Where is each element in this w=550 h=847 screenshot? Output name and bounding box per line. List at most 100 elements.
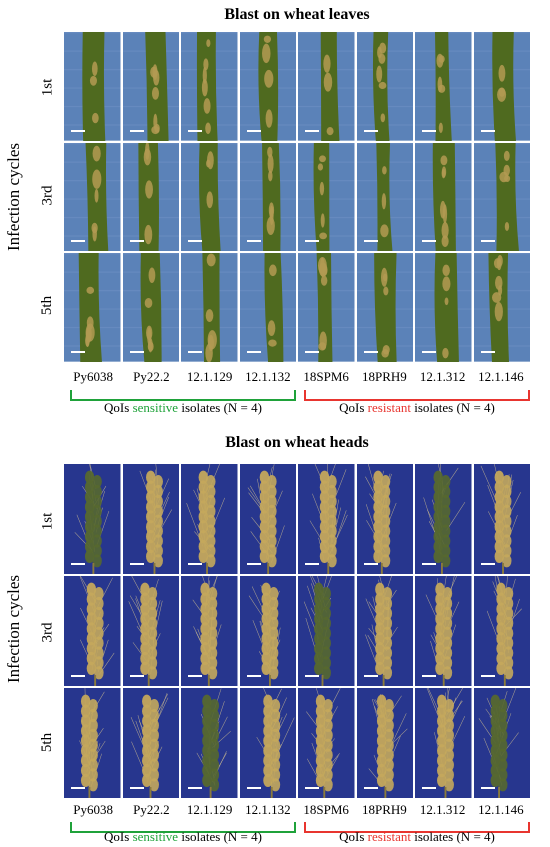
isolate-label: 12.1.146 xyxy=(478,369,524,384)
heads-row-label-2: 3rd xyxy=(39,622,56,642)
heads-resistant-bracket xyxy=(304,822,530,833)
scale-bar xyxy=(188,675,202,677)
heads-panel-title: Blast on wheat heads xyxy=(225,434,369,451)
heads-axis-label-text: Infection cycles xyxy=(4,574,23,684)
scale-bar xyxy=(246,240,261,243)
heads-axis-label: Infection cycles xyxy=(2,466,26,792)
scale-bar xyxy=(422,129,436,132)
leaf-photo xyxy=(473,32,530,141)
leaves-row-label-3: 5th xyxy=(39,295,56,315)
scale-bar xyxy=(422,675,436,677)
scale-bar xyxy=(188,350,202,353)
head-photo xyxy=(181,688,238,798)
heads-photo-grid xyxy=(64,464,530,798)
scale-bar xyxy=(129,675,144,677)
scale-bar xyxy=(246,563,261,565)
scale-bar xyxy=(305,350,319,353)
head-photo xyxy=(181,464,238,574)
isolate-label: 18PRH9 xyxy=(361,369,407,384)
isolate-label: 18PRH9 xyxy=(361,802,407,817)
scale-bar xyxy=(71,563,85,565)
scale-bar xyxy=(188,240,202,243)
leaf-photo xyxy=(473,142,530,252)
leaf-photo xyxy=(122,142,179,252)
head-photo xyxy=(415,464,472,574)
scale-bar xyxy=(188,563,202,565)
scale-bar xyxy=(422,787,436,789)
scale-bar xyxy=(480,787,495,789)
heads-row-label-3: 5th xyxy=(39,732,56,752)
isolate-label: 18SPM6 xyxy=(303,369,349,384)
scale-bar xyxy=(129,563,144,565)
leaf-photo xyxy=(64,32,121,141)
scale-bar xyxy=(480,240,495,243)
leaves-sensitive-group-label: QoIs sensitive isolates (N = 4) xyxy=(104,400,262,415)
scale-bar xyxy=(363,787,378,789)
head-photo xyxy=(64,464,121,574)
leaf-photo xyxy=(181,32,238,141)
head-photo xyxy=(415,576,472,686)
scale-bar xyxy=(422,350,436,353)
heads-sensitive-bracket xyxy=(70,822,296,833)
head-photo xyxy=(298,576,355,686)
scale-bar xyxy=(71,129,85,132)
scale-bar xyxy=(246,787,261,789)
leaf-photo xyxy=(298,142,355,252)
head-photo xyxy=(64,688,121,798)
heads-row-label-1: 1st xyxy=(39,512,56,530)
heads-sensitive-group-label: QoIs sensitive isolates (N = 4) xyxy=(104,829,262,844)
leaves-row-label-1: 1st xyxy=(39,78,56,96)
scale-bar xyxy=(480,675,495,677)
scale-bar xyxy=(480,563,495,565)
scale-bar xyxy=(71,787,85,789)
scale-bar xyxy=(71,350,85,353)
head-photo xyxy=(239,688,296,798)
leaf-photo xyxy=(181,253,238,362)
scale-bar xyxy=(422,563,436,565)
scale-bar xyxy=(246,350,261,353)
scale-bar xyxy=(305,240,319,243)
leaf-photo xyxy=(64,253,121,362)
leaves-panel-title: Blast on wheat leaves xyxy=(224,6,370,23)
scale-bar xyxy=(480,129,495,132)
head-photo xyxy=(298,464,355,574)
leaf-photo xyxy=(356,142,413,252)
head-photo xyxy=(356,464,413,574)
isolate-label: 12.1.132 xyxy=(245,802,291,817)
isolate-label: Py6038 xyxy=(73,802,113,817)
leaf-photo xyxy=(239,142,296,252)
leaf-photo xyxy=(415,32,472,141)
leaf-photo xyxy=(64,142,121,252)
isolate-label: Py6038 xyxy=(73,369,113,384)
scale-bar xyxy=(363,350,378,353)
isolate-label: 12.1.312 xyxy=(419,369,466,384)
head-photo xyxy=(122,464,179,574)
leaves-isolate-labels: Py6038 Py22.2 12.1.129 12.1.132 18SPM6 18PRH9… xyxy=(64,369,530,385)
heads-isolate-labels: Py6038 Py22.2 12.1.129 12.1.132 18SPM6 18PRH9… xyxy=(64,802,530,818)
scale-bar xyxy=(246,675,261,677)
scale-bar xyxy=(480,350,495,353)
isolate-label: Py22.2 xyxy=(133,369,170,384)
head-photo xyxy=(239,576,296,686)
leaves-axis-label-text: Infection cycles xyxy=(4,142,23,252)
scale-bar xyxy=(363,129,378,132)
head-photo xyxy=(122,688,179,798)
scale-bar xyxy=(305,563,319,565)
head-photo xyxy=(356,576,413,686)
isolate-label: 12.1.146 xyxy=(478,802,524,817)
leaf-photo xyxy=(356,32,413,141)
scale-bar xyxy=(305,787,319,789)
head-photo xyxy=(415,688,472,798)
scale-bar xyxy=(71,240,85,243)
scale-bar xyxy=(188,129,202,132)
head-photo xyxy=(64,576,121,686)
leaf-photo xyxy=(239,253,296,362)
scale-bar xyxy=(71,675,85,677)
leaves-sensitive-bracket xyxy=(70,390,296,401)
scale-bar xyxy=(129,787,144,789)
head-photo xyxy=(473,576,530,686)
head-photo xyxy=(239,464,296,574)
scale-bar xyxy=(246,129,261,132)
head-photo xyxy=(356,688,413,798)
head-photo xyxy=(473,688,530,798)
